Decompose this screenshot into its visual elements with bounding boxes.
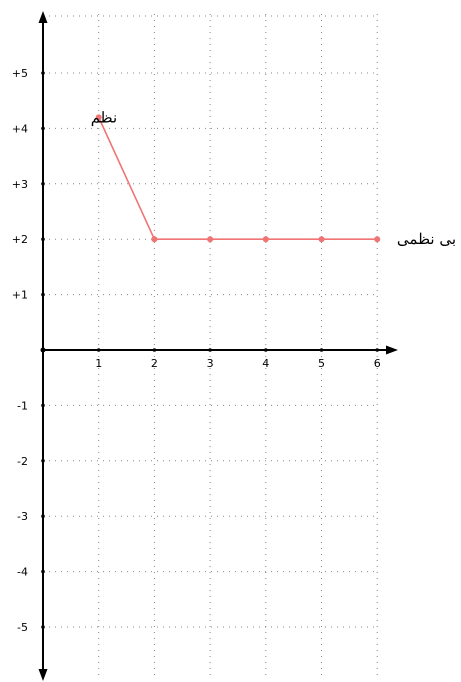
y-tick-label: -5 (17, 621, 28, 634)
x-tick-mark (264, 348, 268, 352)
grid-layer (43, 14, 378, 676)
y-tick-mark (41, 403, 45, 408)
data-point (318, 236, 325, 243)
x-tick-mark (375, 348, 380, 352)
y-tick-label: -3 (17, 510, 28, 523)
data-point (262, 236, 269, 243)
origin-dot (40, 347, 46, 353)
y-tick-mark (41, 514, 45, 518)
x-tick-label: 6 (374, 357, 381, 370)
x-tick-label: 4 (262, 357, 269, 370)
series-layer (95, 114, 381, 243)
x-tick-label: 3 (207, 357, 214, 370)
y-tick-label: +1 (12, 289, 28, 302)
x-tick-label: 2 (151, 357, 158, 370)
y-tick-mark (41, 237, 45, 241)
data-point (374, 236, 381, 243)
y-tick-mark (41, 569, 45, 574)
x-tick-label: 5 (318, 357, 325, 370)
x-tick-mark (208, 348, 212, 352)
y-tick-label: -4 (17, 566, 28, 579)
y-tick-mark (41, 459, 45, 463)
y-tick-label: +3 (12, 178, 28, 191)
annotation-disorder: بی نظمی (397, 230, 456, 248)
y-tick-label: +4 (12, 122, 28, 135)
x-tick-mark (96, 348, 101, 352)
y-tick-mark (41, 71, 45, 75)
annotation-layer: نظم بی نظمی (91, 108, 456, 248)
y-tick-label: +2 (12, 233, 28, 246)
y-tick-mark (41, 625, 45, 629)
y-tick-mark (41, 126, 45, 131)
axis-layer (38, 11, 398, 681)
y-tick-label: -2 (17, 455, 28, 468)
x-axis-arrow (386, 345, 398, 355)
data-point (95, 114, 102, 121)
y-axis-arrow-down (38, 669, 48, 681)
y-tick-label: +5 (12, 67, 28, 80)
tick-label-layer: 1 2 3 4 5 6 +5 +4 +3 +2 +1 -1 -2 -3 -4 -5 (12, 67, 381, 634)
x-tick-mark (152, 348, 157, 352)
y-tick-mark (41, 292, 45, 297)
data-point (207, 236, 214, 243)
data-point (151, 236, 158, 243)
y-axis-arrow-up (38, 11, 48, 23)
y-tick-label: -1 (17, 399, 28, 412)
x-tick-label: 1 (95, 357, 102, 370)
series-line (97, 116, 378, 240)
x-tick-mark (319, 348, 324, 352)
annotation-order: نظم (91, 108, 117, 126)
y-tick-mark (41, 182, 45, 186)
